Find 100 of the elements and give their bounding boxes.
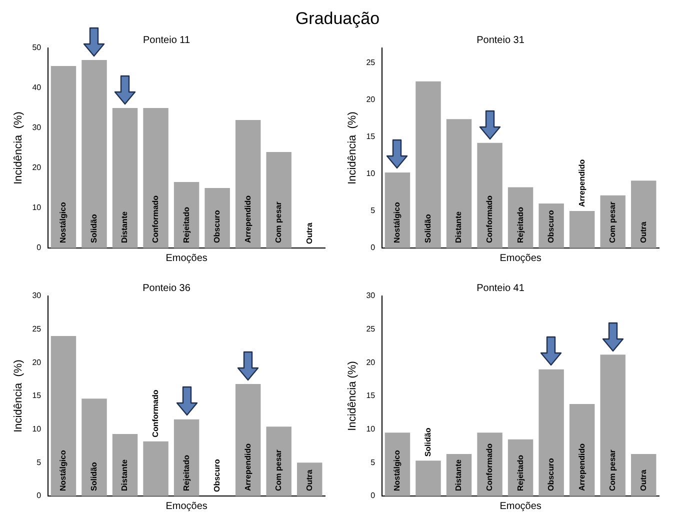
y-tick-label: 15: [32, 391, 42, 400]
bar: [143, 441, 168, 496]
bar: [477, 432, 502, 496]
chart-title: Ponteio 41: [476, 282, 525, 294]
bar: [112, 108, 138, 248]
y-tick-label: 5: [370, 206, 376, 216]
x-tick-label: Arrependido: [243, 195, 252, 243]
y-tick-label: 30: [32, 291, 42, 300]
x-axis-title: Emoções: [166, 500, 208, 512]
chart-title: Ponteio 36: [142, 282, 191, 294]
x-tick-label: Distante: [454, 210, 464, 243]
y-axis-title: Incidência (%): [12, 112, 25, 184]
bar: [143, 108, 168, 248]
x-tick-label: Rejeitado: [516, 206, 525, 243]
bar: [600, 354, 626, 496]
y-tick-label: 20: [366, 95, 376, 104]
bar: [235, 384, 261, 496]
x-tick-label: Rejeitado: [182, 454, 191, 491]
y-tick-label: 0: [36, 243, 42, 252]
x-tick-label: Conformado: [150, 195, 160, 243]
y-tick-label: 10: [366, 424, 376, 434]
bar: [538, 369, 564, 496]
bar: [50, 336, 76, 496]
y-tick-label: 5: [370, 458, 376, 467]
y-tick-label: 10: [32, 203, 42, 212]
x-tick-label: Solidão: [423, 428, 432, 457]
x-tick-label: Conformado: [484, 195, 494, 243]
x-tick-label: Solidão: [89, 462, 98, 491]
bar: [112, 434, 138, 496]
x-tick-label: Outra: [638, 221, 648, 243]
bar: [446, 119, 472, 248]
x-tick-label: Outra: [638, 469, 648, 491]
bar: [538, 204, 564, 248]
bar: [477, 142, 502, 248]
bar: [266, 426, 292, 496]
bar: [174, 419, 200, 496]
y-tick-label: 0: [36, 491, 42, 500]
x-tick-label: Distante: [120, 210, 130, 243]
y-tick-label: 50: [32, 43, 42, 52]
x-tick-label: Arrependido: [577, 443, 586, 491]
x-axis-title: Emoções: [500, 252, 542, 264]
bar: [82, 60, 107, 248]
x-tick-label: Outra: [304, 469, 314, 491]
bar: [416, 81, 441, 248]
x-tick-label: Conformado: [484, 443, 494, 491]
x-tick-label: Distante: [454, 458, 464, 491]
y-tick-label: 0: [370, 491, 376, 500]
x-tick-label: Rejeitado: [182, 206, 191, 243]
bar: [631, 180, 656, 248]
text: Graduação: [294, 8, 381, 30]
y-tick-label: 20: [366, 358, 376, 367]
bar: [569, 210, 595, 248]
bar: [266, 152, 292, 248]
x-tick-label: Outra: [304, 222, 314, 244]
x-tick-label: Obscuro: [546, 210, 556, 243]
bar: [50, 66, 76, 248]
bar: [82, 398, 107, 496]
x-tick-label: Com pesar: [608, 202, 618, 243]
y-axis-title: Incidência (%): [12, 360, 25, 432]
y-tick-label: 30: [32, 123, 42, 132]
x-tick-label: Solidão: [423, 214, 432, 243]
x-tick-label: Solidão: [89, 214, 98, 243]
x-tick-label: Nostálgico: [58, 202, 68, 243]
y-tick-label: 15: [366, 391, 376, 400]
y-tick-label: 10: [32, 424, 42, 434]
bar: [416, 460, 441, 496]
bar: [235, 120, 261, 248]
x-axis-title: Emoções: [166, 252, 208, 264]
x-tick-label: Obscuro: [546, 458, 556, 491]
x-tick-label: Arrependido: [577, 159, 586, 207]
bar: [297, 462, 322, 496]
y-tick-label: 20: [32, 163, 42, 172]
y-tick-label: 40: [32, 83, 42, 92]
y-tick-label: 25: [366, 58, 376, 68]
bar: [600, 195, 626, 248]
y-tick-label: 25: [366, 324, 376, 334]
x-tick-label: Arrependido: [243, 443, 252, 491]
chart-title: Ponteio 11: [142, 34, 190, 46]
bar: [174, 182, 200, 248]
y-tick-label: 20: [32, 358, 42, 367]
y-tick-label: 0: [370, 243, 376, 252]
bar: [569, 404, 595, 496]
y-tick-label: 30: [366, 291, 376, 300]
x-tick-label: Obscuro: [212, 458, 222, 492]
y-axis-title: Incidência (%): [346, 361, 359, 431]
bar: [631, 454, 656, 496]
x-tick-label: Distante: [120, 458, 130, 491]
y-axis-title: Incidência (%): [346, 112, 359, 184]
x-tick-label: Nostálgico: [392, 450, 402, 491]
x-tick-label: Com pesar: [274, 202, 284, 243]
y-tick-label: 5: [36, 458, 42, 467]
y-tick-label: 15: [366, 132, 376, 142]
x-tick-label: Rejeitado: [516, 454, 525, 491]
x-tick-label: Nostálgico: [58, 450, 68, 491]
x-tick-label: Com pesar: [274, 450, 284, 491]
x-tick-label: Conformado: [150, 390, 160, 438]
y-tick-label: 25: [32, 324, 42, 334]
x-tick-label: Obscuro: [212, 210, 222, 243]
x-axis-title: Emoções: [500, 500, 542, 512]
y-tick-label: 10: [366, 169, 376, 178]
